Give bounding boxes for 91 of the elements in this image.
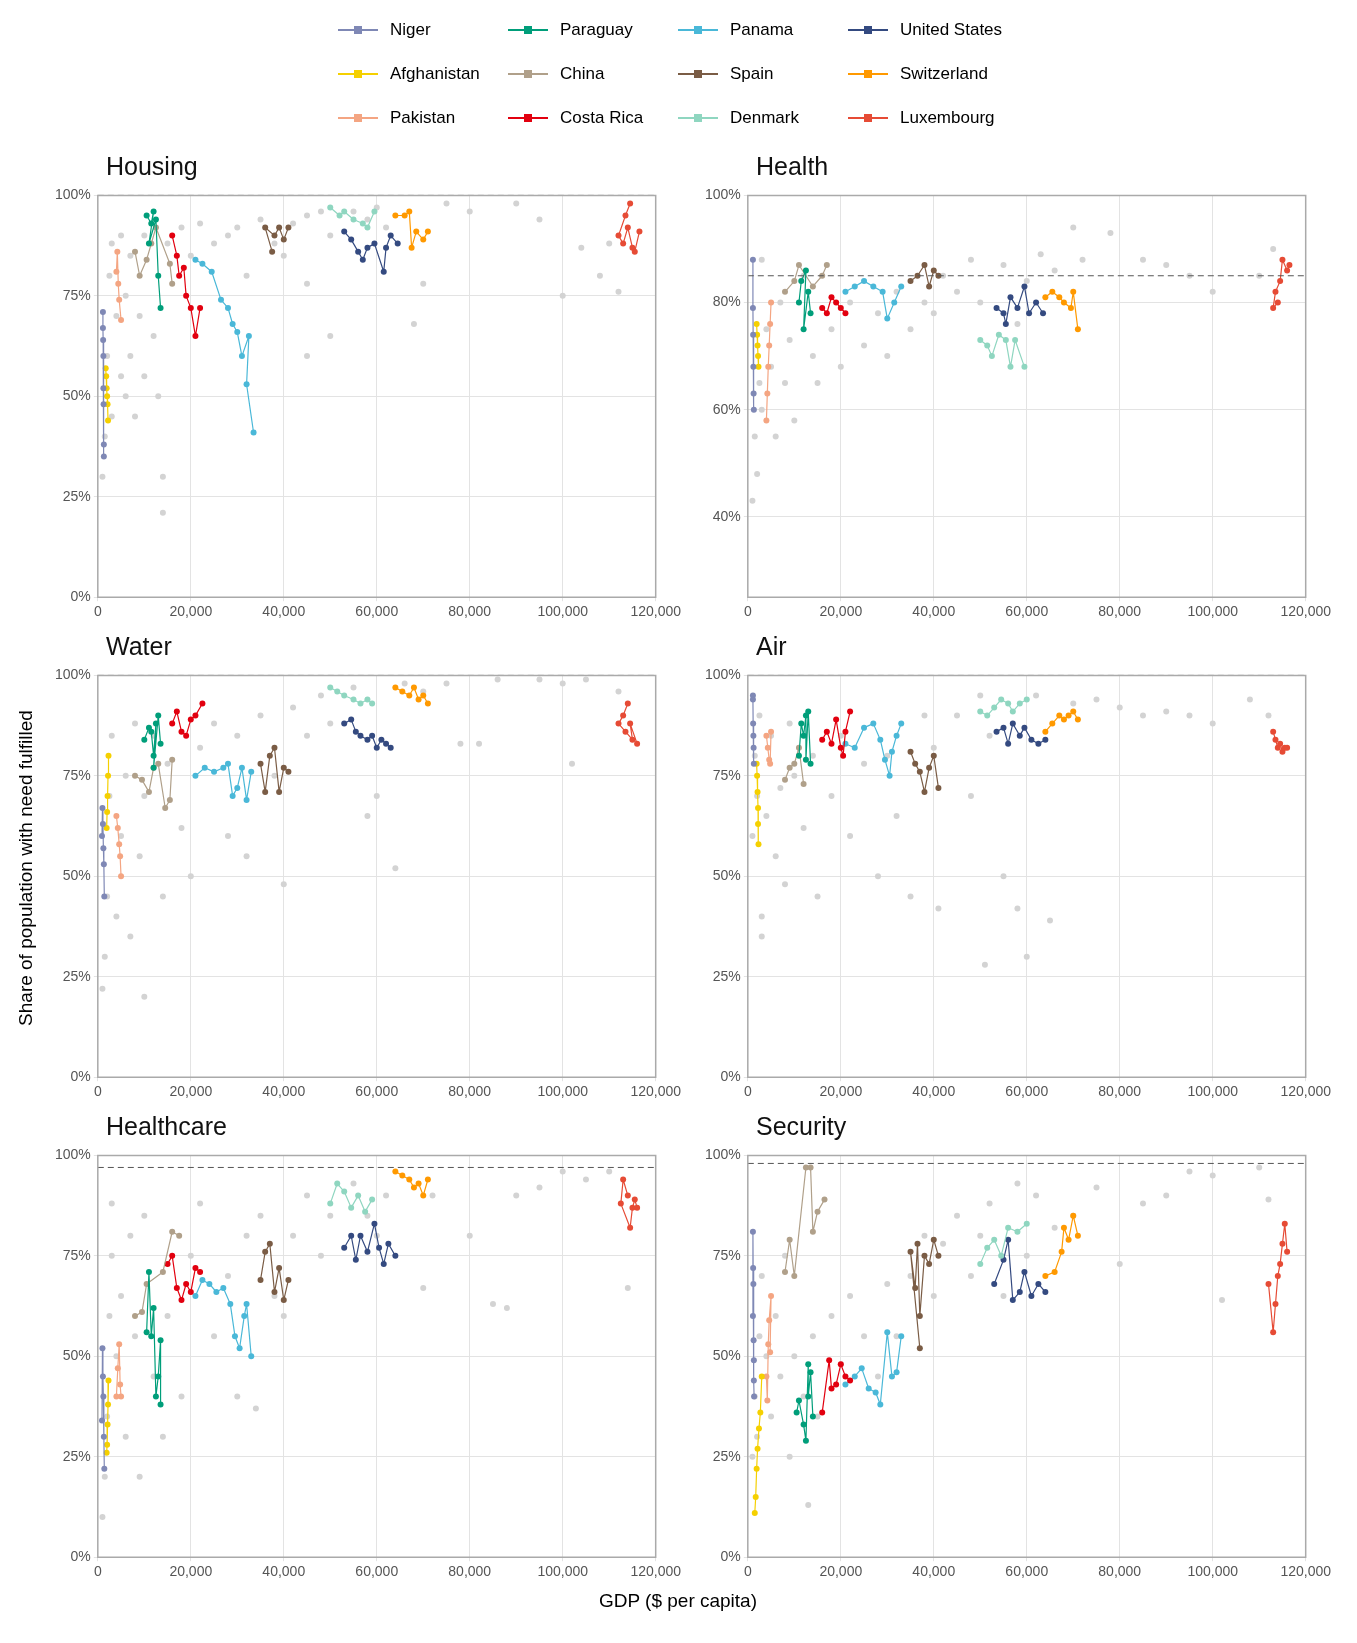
x-tick-label: 60,000 <box>355 1083 399 1100</box>
x-tick-label: 20,000 <box>819 1083 863 1100</box>
y-tick-label: 75% <box>62 286 91 303</box>
x-tick-label: 100,000 <box>1187 603 1239 620</box>
x-tick-label: 100,000 <box>537 1083 589 1100</box>
y-tick-label: 40% <box>712 507 741 524</box>
x-tick-label: 40,000 <box>262 1563 306 1580</box>
x-tick-label: 80,000 <box>1098 603 1142 620</box>
y-tick-label: 25% <box>62 487 91 504</box>
x-tick-label: 120,000 <box>1280 603 1332 620</box>
y-tick-label: 50% <box>712 867 741 884</box>
y-tick-label: 60% <box>712 400 741 417</box>
x-tick-label: 100,000 <box>537 1563 589 1580</box>
y-tick-label: 80% <box>712 293 741 310</box>
legend-label: United States <box>900 20 1003 40</box>
x-tick-label: 0 <box>743 1563 752 1580</box>
y-tick-label: 75% <box>62 766 91 783</box>
y-tick-label: 0% <box>70 1548 91 1565</box>
legend-label: Costa Rica <box>560 108 644 128</box>
legend-label: Luxembourg <box>900 108 995 128</box>
y-tick-label: 100% <box>54 666 91 683</box>
x-tick-label: 20,000 <box>169 1563 213 1580</box>
x-tick-label: 100,000 <box>1187 1563 1239 1580</box>
x-tick-label: 40,000 <box>912 603 956 620</box>
legend-label: Spain <box>730 64 774 84</box>
x-tick-label: 40,000 <box>262 1083 306 1100</box>
y-tick-label: 0% <box>70 1068 91 1085</box>
legend-label: China <box>560 64 605 84</box>
y-tick-label: 0% <box>720 1548 741 1565</box>
legend-label: Pakistan <box>390 108 456 128</box>
x-tick-label: 60,000 <box>1005 603 1049 620</box>
x-tick-label: 40,000 <box>912 1083 956 1100</box>
y-tick-label: 75% <box>712 1246 741 1263</box>
x-tick-label: 120,000 <box>1280 1563 1332 1580</box>
y-tick-label: 25% <box>62 1447 91 1464</box>
y-tick-label: 0% <box>70 588 91 605</box>
x-tick-label: 20,000 <box>169 603 213 620</box>
y-tick-label: 50% <box>62 387 91 404</box>
x-tick-label: 80,000 <box>1098 1563 1142 1580</box>
x-tick-label: 80,000 <box>448 1083 492 1100</box>
x-tick-label: 20,000 <box>819 1563 863 1580</box>
x-tick-label: 120,000 <box>630 1083 682 1100</box>
x-tick-label: 0 <box>93 1563 102 1580</box>
x-tick-label: 80,000 <box>448 1563 492 1580</box>
x-tick-label: 40,000 <box>262 603 306 620</box>
x-tick-label: 80,000 <box>1098 1083 1142 1100</box>
y-axis-title: Share of population with need fulfilled <box>15 710 37 1026</box>
x-tick-label: 120,000 <box>630 603 682 620</box>
x-tick-label: 0 <box>743 603 752 620</box>
y-tick-label: 100% <box>54 1146 91 1163</box>
y-tick-label: 100% <box>704 666 741 683</box>
y-tick-label: 100% <box>704 1146 741 1163</box>
y-tick-label: 25% <box>712 967 741 984</box>
x-tick-label: 0 <box>93 1083 102 1100</box>
x-tick-label: 100,000 <box>1187 1083 1239 1100</box>
legend-label: Denmark <box>730 108 799 128</box>
y-tick-label: 50% <box>712 1347 741 1364</box>
x-tick-label: 100,000 <box>537 603 589 620</box>
x-axis-title: GDP ($ per capita) <box>597 1590 759 1612</box>
x-tick-label: 20,000 <box>169 1083 213 1100</box>
legend-label: Niger <box>390 20 431 40</box>
y-tick-label: 100% <box>54 186 91 203</box>
x-tick-label: 40,000 <box>912 1563 956 1580</box>
x-tick-label: 60,000 <box>1005 1083 1049 1100</box>
x-tick-label: 120,000 <box>1280 1083 1332 1100</box>
chart-title: Housing <box>105 152 199 182</box>
x-tick-label: 80,000 <box>448 603 492 620</box>
y-tick-label: 0% <box>720 1068 741 1085</box>
y-tick-label: 25% <box>712 1447 741 1464</box>
legend-label: Afghanistan <box>390 64 480 84</box>
x-tick-label: 20,000 <box>819 603 863 620</box>
chart-title: Air <box>755 632 788 662</box>
x-tick-label: 60,000 <box>355 603 399 620</box>
legend-label: Switzerland <box>900 64 988 84</box>
chart-title: Water <box>105 632 173 662</box>
y-tick-label: 75% <box>712 766 741 783</box>
x-tick-label: 60,000 <box>355 1563 399 1580</box>
y-tick-label: 100% <box>704 186 741 203</box>
y-tick-label: 50% <box>62 867 91 884</box>
x-tick-label: 60,000 <box>1005 1563 1049 1580</box>
x-tick-label: 0 <box>93 603 102 620</box>
y-tick-label: 25% <box>62 967 91 984</box>
x-tick-label: 0 <box>743 1083 752 1100</box>
chart-title: Healthcare <box>105 1112 228 1142</box>
x-tick-label: 120,000 <box>630 1563 682 1580</box>
chart-title: Health <box>755 152 830 182</box>
y-tick-label: 75% <box>62 1246 91 1263</box>
legend-label: Paraguay <box>560 20 633 40</box>
chart-title: Security <box>755 1112 848 1142</box>
legend-label: Panama <box>730 20 794 40</box>
y-tick-label: 50% <box>62 1347 91 1364</box>
